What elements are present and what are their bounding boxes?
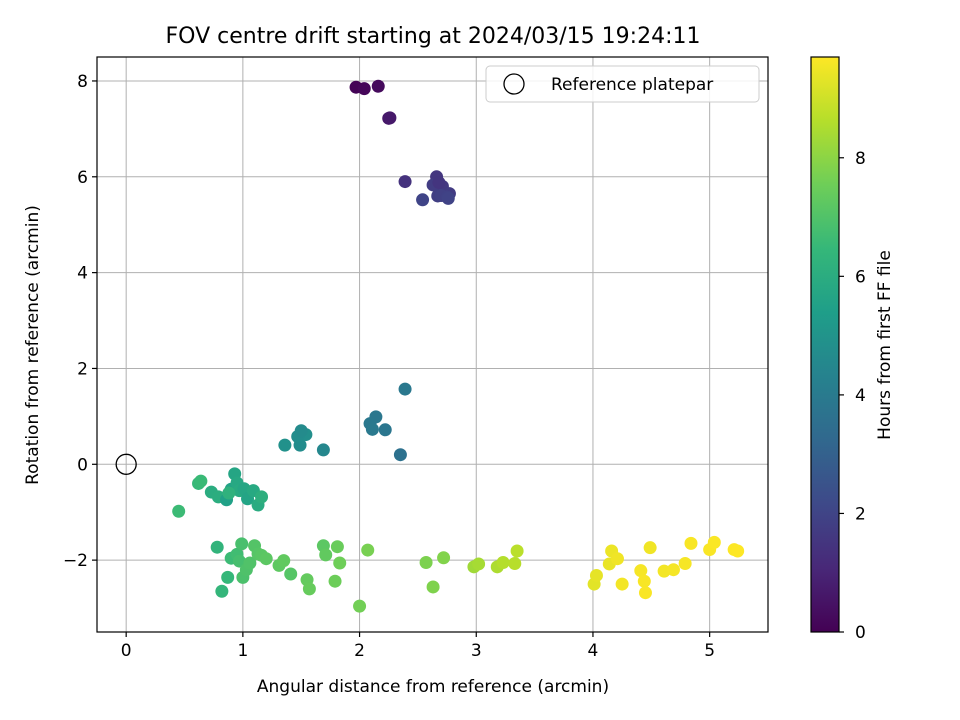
data-point bbox=[172, 504, 186, 518]
data-point bbox=[215, 584, 229, 598]
colorbar-gradient bbox=[810, 56, 840, 633]
data-point bbox=[634, 564, 648, 578]
data-point bbox=[330, 540, 344, 554]
y-tick-label: 4 bbox=[77, 264, 88, 284]
legend: Reference platepar bbox=[485, 65, 760, 103]
data-point bbox=[610, 552, 624, 566]
data-point bbox=[589, 568, 603, 582]
colorbar-tick-label: 4 bbox=[855, 386, 866, 406]
data-point bbox=[508, 556, 522, 570]
data-point bbox=[615, 577, 629, 591]
x-axis-label: Angular distance from reference (arcmin) bbox=[257, 677, 609, 697]
y-tick-label: 6 bbox=[77, 168, 88, 188]
data-point bbox=[510, 544, 524, 558]
data-point bbox=[684, 536, 698, 550]
data-point bbox=[472, 557, 486, 571]
data-point bbox=[378, 423, 392, 437]
data-point bbox=[222, 486, 236, 500]
data-point bbox=[419, 556, 433, 570]
reference-point bbox=[115, 453, 137, 475]
x-tick-label: 0 bbox=[121, 641, 132, 661]
colorbar: 0 2 4 6 8 bbox=[810, 56, 866, 643]
data-point bbox=[302, 582, 316, 596]
x-tick-label: 1 bbox=[237, 641, 248, 661]
y-axis-label: Rotation from reference (arcmin) bbox=[23, 205, 43, 485]
data-point bbox=[361, 543, 375, 557]
data-point bbox=[398, 382, 412, 396]
legend-label: Reference platepar bbox=[551, 75, 713, 95]
data-point bbox=[441, 191, 455, 205]
legend-box bbox=[485, 65, 760, 103]
y-tick-label: −2 bbox=[63, 551, 88, 571]
data-point bbox=[731, 544, 745, 558]
data-point bbox=[194, 474, 208, 488]
plot-frame bbox=[96, 56, 769, 633]
data-point bbox=[666, 563, 680, 577]
colorbar-tick-label: 8 bbox=[855, 149, 866, 169]
x-tick-label: 5 bbox=[704, 641, 715, 661]
data-point bbox=[255, 490, 269, 504]
data-point bbox=[678, 556, 692, 570]
data-point bbox=[638, 586, 652, 600]
data-point bbox=[643, 541, 657, 555]
data-point bbox=[316, 443, 330, 457]
data-point bbox=[426, 580, 440, 594]
y-tick-label: 2 bbox=[77, 359, 88, 379]
data-point bbox=[333, 556, 347, 570]
colorbar-tick-label: 2 bbox=[855, 504, 866, 524]
data-point bbox=[416, 193, 430, 207]
data-point bbox=[277, 554, 291, 568]
data-point bbox=[393, 448, 407, 462]
data-point bbox=[284, 567, 298, 581]
data-point bbox=[353, 599, 367, 613]
data-point bbox=[278, 438, 292, 452]
x-tick-label: 4 bbox=[588, 641, 599, 661]
data-point bbox=[398, 175, 412, 189]
x-tick-label: 3 bbox=[471, 641, 482, 661]
data-point bbox=[243, 556, 257, 570]
data-point bbox=[221, 570, 235, 584]
x-tick-label: 2 bbox=[354, 641, 365, 661]
colorbar-label: Hours from first FF file bbox=[875, 250, 895, 440]
data-point bbox=[259, 552, 273, 566]
data-point bbox=[496, 556, 510, 570]
data-point bbox=[707, 535, 721, 549]
data-point bbox=[235, 537, 249, 551]
plot-area: 0 1 2 3 4 5 −2 0 2 4 6 8 Reference platepar bbox=[63, 56, 769, 661]
data-point bbox=[371, 79, 385, 93]
data-point bbox=[210, 540, 224, 554]
legend-marker bbox=[503, 73, 525, 95]
colorbar-tick-label: 0 bbox=[855, 623, 866, 643]
data-point bbox=[319, 548, 333, 562]
data-point bbox=[637, 574, 651, 588]
data-point bbox=[432, 176, 446, 190]
data-point bbox=[437, 551, 451, 565]
colorbar-tick-label: 6 bbox=[855, 267, 866, 287]
data-point bbox=[294, 424, 308, 438]
chart-title: FOV centre drift starting at 2024/03/15 … bbox=[166, 24, 701, 49]
data-point bbox=[232, 554, 246, 568]
y-tick-label: 0 bbox=[77, 455, 88, 475]
data-point bbox=[383, 111, 397, 125]
y-tick-label: 8 bbox=[77, 72, 88, 92]
data-point bbox=[365, 422, 379, 436]
data-point bbox=[357, 82, 371, 96]
data-point bbox=[328, 574, 342, 588]
